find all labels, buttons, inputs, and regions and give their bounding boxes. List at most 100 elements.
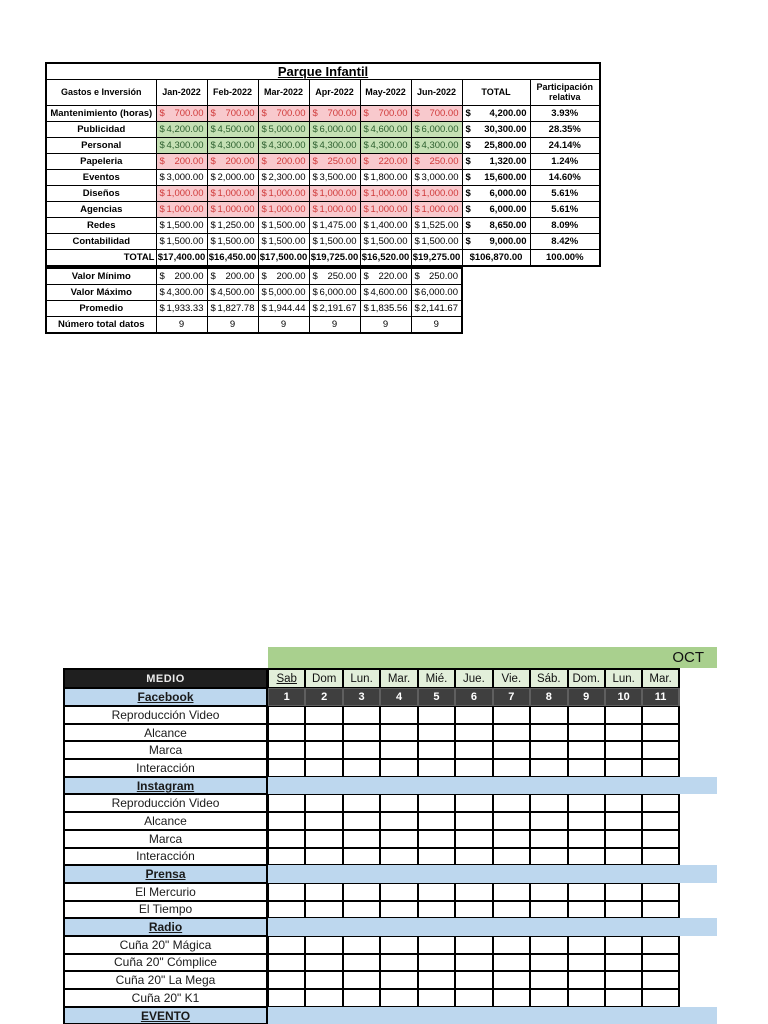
budget-row: Mantenimiento (horas) $700.00 $700.00 $700.… <box>45 105 601 122</box>
currency-symbol: $ <box>159 124 165 135</box>
budget-cell: $1,400.00 <box>359 217 412 234</box>
budget-month-cell: $4,300.00 <box>157 138 206 153</box>
amount-value: 1,500.00 <box>319 236 357 247</box>
schedule-media-label: Interacción <box>63 759 268 777</box>
budget-month-cell: $200.00 <box>208 154 257 169</box>
currency-symbol: $ <box>363 140 369 151</box>
budget-total-cell: $15,600.00 <box>463 170 529 185</box>
amount-value: 1,000.00 <box>319 188 357 199</box>
schedule-grid-cell <box>642 812 680 830</box>
schedule-grid-cell <box>567 794 605 813</box>
currency-symbol: $ <box>312 220 318 231</box>
budget-grand-total-label: TOTAL <box>45 249 157 267</box>
schedule-grid-cell <box>268 935 306 954</box>
budget-cell: $200.00 <box>155 153 208 170</box>
schedule-grid-cell <box>530 829 568 848</box>
currency-symbol: $ <box>312 108 318 119</box>
budget-cell: $1,000.00 <box>155 185 208 202</box>
schedule-grid-cell <box>455 935 493 954</box>
amount-value: 8,650.00 <box>489 220 527 231</box>
amount-value: 5,000.00 <box>268 124 306 135</box>
schedule-grid-cell <box>305 847 343 866</box>
amount-value: 5,000.00 <box>268 287 306 298</box>
budget-month-cell: $1,000.00 <box>412 186 461 201</box>
schedule-grid-cell <box>455 971 493 989</box>
currency-symbol: $ <box>210 108 216 119</box>
schedule-grid-cell <box>305 829 343 848</box>
schedule-grid-cell <box>417 759 456 777</box>
schedule-row: Alcance <box>63 723 723 742</box>
budget-cell: $1,500.00 <box>410 233 463 250</box>
schedule-day-number-cell: 8 <box>530 688 568 706</box>
budget-cell: $1,933.33 <box>155 300 208 317</box>
budget-cell: $8,650.00 <box>461 217 531 234</box>
schedule-grid-cell <box>455 706 493 724</box>
budget-cell: $1,500.00 <box>206 233 259 250</box>
budget-month-cell: $200.00 <box>157 154 206 169</box>
schedule-grid-cell <box>455 723 493 742</box>
currency-symbol: $ <box>465 124 471 135</box>
budget-cell: $4,300.00 <box>155 137 208 154</box>
budget-row-label: Mantenimiento (horas) <box>45 105 157 122</box>
schedule-grid-cell <box>455 794 493 813</box>
currency-symbol: $ <box>261 236 267 247</box>
schedule-grid-cell <box>455 989 493 1007</box>
schedule-day-number-cell: 4 <box>380 688 418 706</box>
budget-column-header: Apr-2022 <box>308 79 361 106</box>
schedule-row: Cuña 20" La Mega <box>63 971 723 989</box>
budget-row: Papeleria $200.00 $200.00 $200.00 $250.00 $22… <box>45 153 601 170</box>
currency-symbol: $ <box>261 204 267 215</box>
amount-value: 4,300.00 <box>421 140 459 151</box>
budget-month-cell: $1,000.00 <box>310 186 359 201</box>
schedule-grid-cell <box>567 829 605 848</box>
budget-month-cell: $220.00 <box>361 154 410 169</box>
schedule-grid-cell <box>604 723 643 742</box>
currency-symbol: $ <box>159 172 165 183</box>
amount-value: 1,000.00 <box>217 188 255 199</box>
schedule-grid-cell <box>417 847 456 866</box>
currency-symbol: $ <box>312 204 318 215</box>
budget-cell: $1,000.00 <box>206 185 259 202</box>
schedule-day-name-cell: Lun. <box>604 668 643 688</box>
schedule-grid-cell <box>305 900 343 919</box>
schedule-grid-cell <box>380 935 418 954</box>
schedule-grid-cell <box>268 741 306 760</box>
amount-value: 1,525.00 <box>421 220 459 231</box>
schedule-day-name-cell: Mié. <box>417 668 456 688</box>
schedule-rows: MEDIO Sab Dom Lun. Mar. Mié. Jue. Vie. Sáb. Dom. L… <box>63 668 723 1024</box>
budget-cell: $2,191.67 <box>308 300 361 317</box>
amount-value: 1,000.00 <box>268 188 306 199</box>
schedule-grid-cell <box>567 971 605 989</box>
schedule-grid-cell <box>492 935 531 954</box>
amount-value: 1,500.00 <box>421 236 459 247</box>
budget-share-cell: 1.24% <box>529 153 601 170</box>
budget-total-cell: $25,800.00 <box>463 138 529 153</box>
schedule-grid-cell <box>380 882 418 901</box>
schedule-grid-cell <box>305 882 343 901</box>
amount-value: 15,600.00 <box>484 172 527 183</box>
budget-month-cell: $200.00 <box>259 154 308 169</box>
budget-month-cell: $1,000.00 <box>310 202 359 217</box>
budget-cell: $1,827.78 <box>206 300 259 317</box>
month-label: OCT <box>672 649 704 666</box>
budget-total-cell: $8,650.00 <box>463 218 529 233</box>
currency-symbol: $ <box>312 140 318 151</box>
schedule-grid-cell <box>604 741 643 760</box>
schedule-grid-cell <box>567 741 605 760</box>
budget-column-header: Gastos e Inversión <box>45 79 157 106</box>
schedule-grid-cell <box>492 989 531 1007</box>
budget-cell: $1,000.00 <box>155 201 208 218</box>
currency-symbol: $ <box>261 220 267 231</box>
budget-grand-month-cell: $19,275.00 <box>410 249 463 267</box>
budget-cell: $4,300.00 <box>308 137 361 154</box>
budget-row: Publicidad $4,200.00 $4,500.00 $5,000.00 $6,… <box>45 121 601 138</box>
budget-month-cell: $1,000.00 <box>412 202 461 217</box>
budget-grand-month-cell: $17,500.00 <box>257 249 310 267</box>
schedule-media-label: Alcance <box>63 723 268 742</box>
schedule-media-label: Reproducción Video <box>63 794 268 813</box>
schedule-grid-cell <box>417 882 456 901</box>
schedule-grid-cell <box>455 741 493 760</box>
amount-value: 1,500.00 <box>268 220 306 231</box>
schedule-grid-cell <box>342 812 381 830</box>
amount-value: 700.00 <box>327 108 357 119</box>
